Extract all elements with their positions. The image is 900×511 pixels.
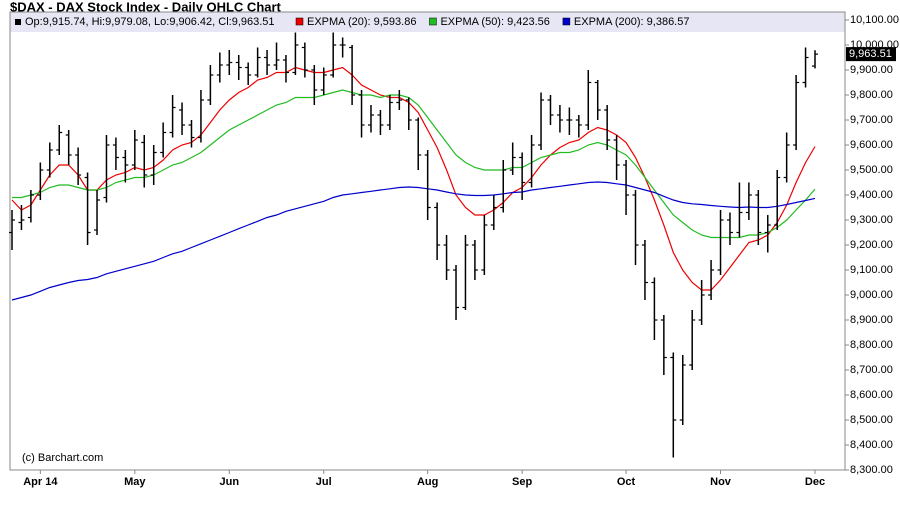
last-price-box: [846, 47, 896, 62]
chart-title: $DAX - DAX Stock Index - Daily OHLC Char…: [10, 0, 282, 14]
y-tick-label: 8,400.00: [850, 439, 893, 451]
y-tick-label: 10,100.00: [850, 14, 899, 26]
y-tick-label: 8,600.00: [850, 389, 893, 401]
y-tick-label: 9,600.00: [850, 139, 893, 151]
last-price-label: 9,963.51: [849, 48, 892, 60]
y-tick-label: 8,700.00: [850, 364, 893, 376]
y-tick-label: 9,200.00: [850, 239, 893, 251]
y-tick-label: 9,400.00: [850, 189, 893, 201]
y-tick-label: 9,500.00: [850, 164, 893, 176]
x-tick-label: May: [124, 476, 146, 488]
legend-label: EXPMA (20): 9,593.86: [307, 16, 416, 28]
plot-frame: [9, 11, 846, 471]
x-tick-label: Jul: [316, 476, 332, 488]
legend-label: EXPMA (50): 9,423.56: [440, 16, 549, 28]
x-tick-label: Sep: [512, 476, 532, 488]
y-tick-label: 9,300.00: [850, 214, 893, 226]
ohlc-legend: Op:9,915.74, Hi:9,979.08, Lo:9,906.42, C…: [25, 16, 275, 28]
y-tick-label: 9,700.00: [850, 114, 893, 126]
y-tick-label: 8,500.00: [850, 414, 893, 426]
x-tick-label: Aug: [417, 476, 438, 488]
y-tick-label: 8,300.00: [850, 464, 893, 476]
x-tick-label: Nov: [710, 476, 732, 488]
ema-line: [11, 66, 816, 291]
y-tick-label: 9,000.00: [850, 289, 893, 301]
y-tick-label: 8,900.00: [850, 314, 893, 326]
x-tick-label: Dec: [805, 476, 825, 488]
legend-band: [10, 12, 845, 32]
x-tick-label: Jun: [220, 476, 240, 488]
ema-line: [11, 181, 816, 301]
y-tick-label: 9,100.00: [850, 264, 893, 276]
y-tick-label: 9,800.00: [850, 89, 893, 101]
y-tick-label: 9,900.00: [850, 64, 893, 76]
legend-swatch: [295, 17, 304, 26]
x-tick-label: Apr 14: [23, 476, 58, 488]
x-tick-label: Oct: [617, 476, 636, 488]
y-tick-label: 8,800.00: [850, 339, 893, 351]
ema-line: [12, 89, 816, 239]
legend-swatch: [429, 17, 437, 26]
legend-label: EXPMA (200): 9,386.57: [574, 16, 690, 28]
legend-swatch: [15, 19, 21, 25]
legend-swatch: [562, 17, 571, 26]
credit: (c) Barchart.com: [22, 452, 103, 464]
